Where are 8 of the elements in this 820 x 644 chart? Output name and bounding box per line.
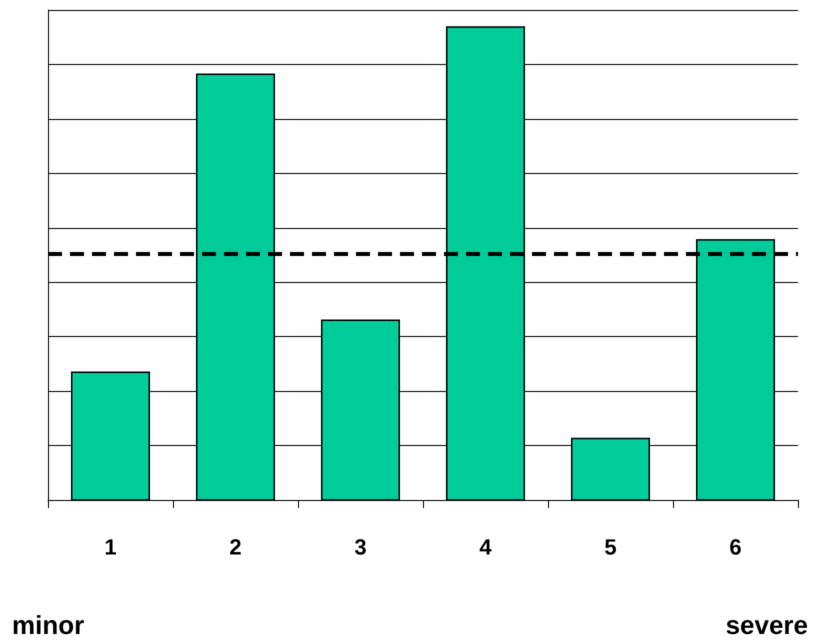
text: severe [726, 610, 808, 640]
x-tick-label: 5 [604, 534, 617, 560]
x-tick-label: 2 [229, 534, 242, 560]
x-tick-label: 3 [354, 534, 367, 560]
x-tick-label: 1 [104, 534, 117, 560]
x-tick-label: 4 [479, 534, 492, 560]
x-tick-label: 6 [729, 534, 742, 560]
text: minor [12, 610, 84, 640]
